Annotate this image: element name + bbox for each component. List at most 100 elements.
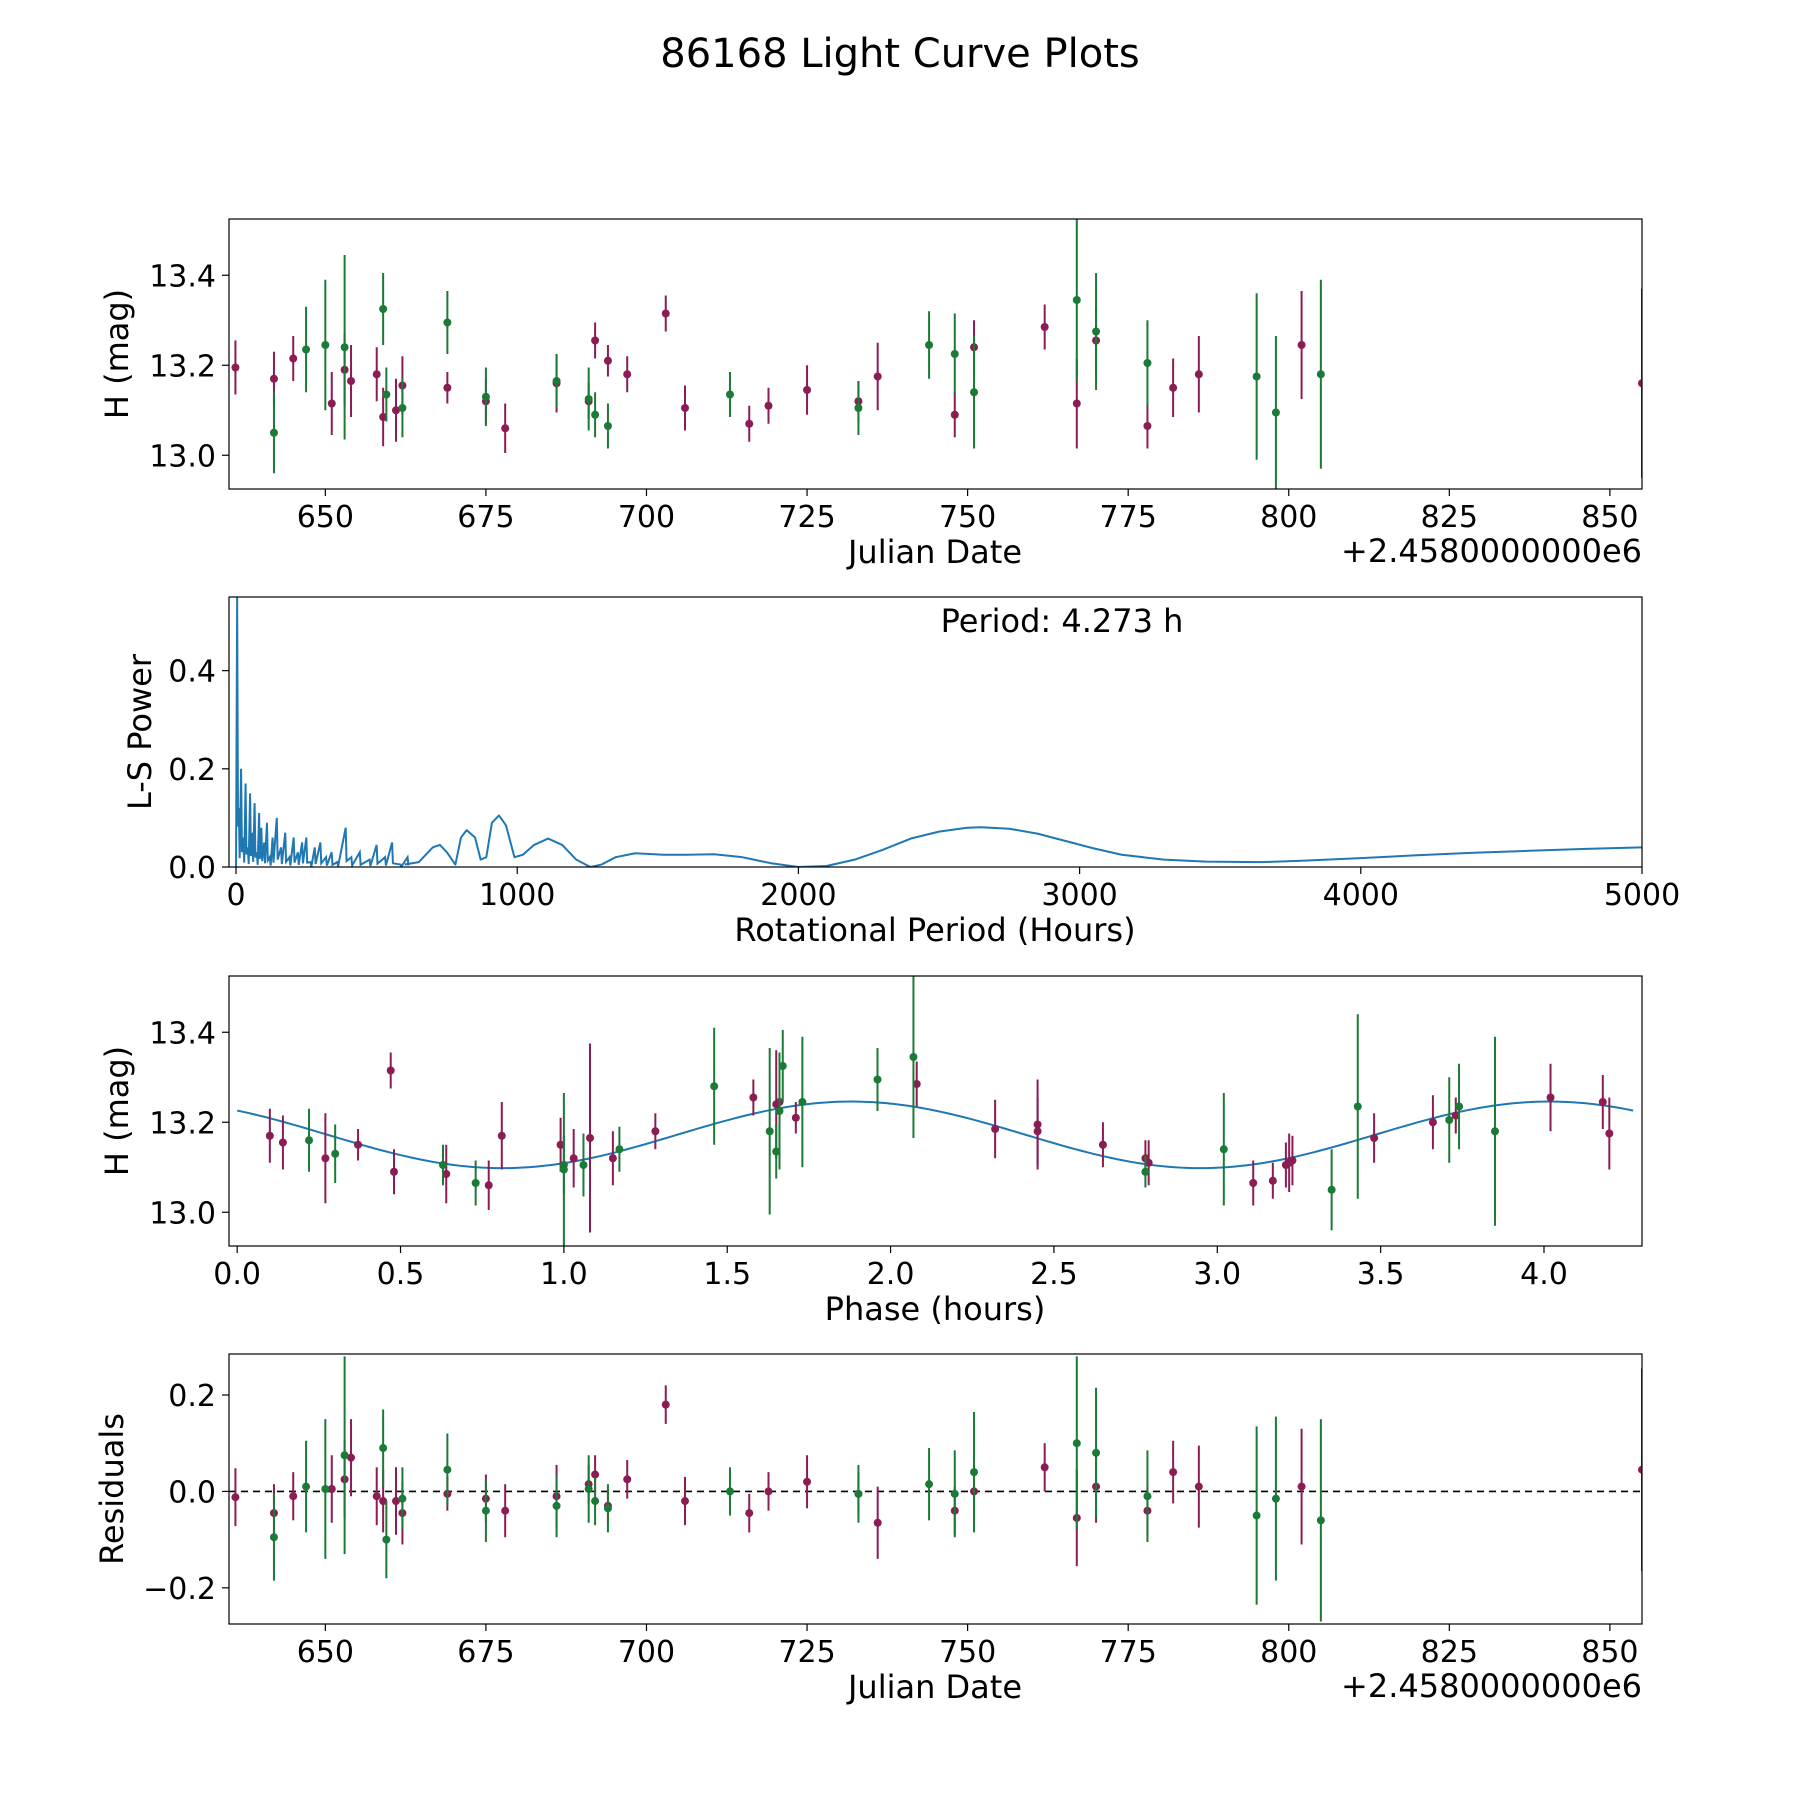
lightcurve-point	[591, 336, 600, 345]
residuals-xtick-label: 700	[618, 1635, 675, 1670]
residuals-point	[1040, 1463, 1049, 1472]
residuals-point	[623, 1475, 632, 1484]
phased-point	[305, 1136, 314, 1145]
phased-point	[608, 1154, 617, 1163]
phased-point	[1451, 1111, 1460, 1120]
lightcurve-point	[681, 404, 690, 412]
lightcurve-point	[501, 424, 510, 433]
lightcurve-point	[725, 390, 734, 399]
residuals-point	[803, 1477, 812, 1486]
lightcurve-point	[745, 419, 754, 428]
phased-point	[1249, 1179, 1258, 1187]
lightcurve-point	[1271, 408, 1280, 417]
residuals-point	[1143, 1492, 1152, 1501]
phased-point	[909, 1053, 918, 1061]
phased-point	[1288, 1156, 1297, 1165]
lightcurve-point	[584, 395, 593, 403]
lightcurve-point	[552, 377, 561, 385]
residuals-xlabel: Julian Date	[846, 1668, 1022, 1706]
periodogram-ytick-label: 0.4	[168, 655, 216, 690]
residuals-offset-label: +2.4580000000e6	[1341, 1667, 1642, 1705]
residuals-xtick-label: 675	[457, 1635, 514, 1670]
lightcurve-point	[854, 404, 863, 412]
phased-ytick-label: 13.2	[149, 1106, 216, 1141]
phased-point	[991, 1125, 1000, 1133]
residuals-point	[347, 1453, 356, 1462]
residuals-panel: 650 675 700 725 750 775 800 825 850 −0.2 0.0 0.2 Ju…	[93, 1353, 1643, 1706]
phased-point	[772, 1147, 781, 1156]
lightcurve-point	[970, 388, 979, 397]
lightcurve-point	[1194, 370, 1203, 379]
lightcurve-ytick-label: 13.0	[149, 439, 216, 474]
lightcurve-xlabel: Julian Date	[846, 533, 1022, 571]
lightcurve-point	[603, 356, 612, 365]
lightcurve-axes-frame	[228, 218, 1643, 490]
phased-xtick-label: 2.5	[1030, 1257, 1078, 1292]
lightcurve-point	[1316, 370, 1325, 379]
phased-ytick-label: 13.4	[149, 1016, 216, 1051]
residuals-point	[501, 1506, 510, 1515]
residuals-point	[661, 1400, 670, 1409]
lightcurve-point	[289, 354, 298, 363]
residuals-xtick-label: 775	[1100, 1635, 1157, 1670]
residuals-point	[269, 1533, 278, 1542]
lightcurve-point	[1092, 327, 1101, 336]
lightcurve-point	[661, 309, 670, 318]
lightcurve-point	[803, 386, 812, 394]
periodogram-spikes	[235, 597, 410, 867]
lightcurve-ytick-label: 13.4	[149, 259, 216, 294]
phased-point	[1033, 1127, 1042, 1136]
residuals-xtick-label: 750	[939, 1635, 996, 1670]
phased-xtick-label: 0.0	[213, 1257, 261, 1292]
phased-xtick-label: 3.5	[1357, 1257, 1405, 1292]
phased-point	[438, 1161, 447, 1169]
residuals-point	[1072, 1439, 1081, 1448]
phased-point	[912, 1080, 921, 1088]
lightcurve-point	[950, 410, 959, 419]
phased-point	[556, 1140, 565, 1149]
lightcurve-point	[379, 305, 388, 313]
residuals-point	[302, 1482, 311, 1491]
lightcurve-point	[391, 406, 400, 415]
periodogram-ytick-label: 0.2	[168, 753, 216, 788]
phased-xtick-label: 4.0	[1520, 1257, 1568, 1292]
residuals-point	[481, 1506, 490, 1515]
lightcurve-xtick-label: 675	[457, 500, 514, 535]
phased-xlabel: Phase (hours)	[825, 1290, 1046, 1328]
residuals-xtick-label: 800	[1260, 1635, 1317, 1670]
residuals-point	[603, 1504, 612, 1513]
phased-panel: 0.0 0.5 1.0 1.5 2.0 2.5 3.0 3.5 4.013.013.213.4 …	[98, 975, 1643, 1328]
residuals-point	[745, 1509, 754, 1518]
phased-point	[791, 1113, 800, 1122]
phased-point	[1455, 1102, 1464, 1111]
lightcurve-point	[925, 341, 934, 349]
phased-point	[354, 1140, 363, 1149]
periodogram-annotation: Period: 4.273 h	[941, 602, 1184, 640]
lightcurve-point	[1143, 422, 1152, 430]
residuals-point	[1271, 1494, 1280, 1503]
residuals-point	[231, 1493, 240, 1502]
phased-point	[331, 1149, 340, 1158]
phased-point	[442, 1170, 451, 1178]
periodogram-xtick-label: 1000	[479, 878, 555, 913]
residuals-xtick-label: 650	[297, 1635, 354, 1670]
lightcurve-point	[1638, 379, 1642, 388]
lightcurve-xtick-label: 775	[1100, 500, 1157, 535]
phased-point	[1605, 1129, 1614, 1138]
lightcurve-point	[302, 345, 311, 354]
periodogram-curve	[404, 814, 1642, 867]
phased-point	[1598, 1098, 1607, 1106]
residuals-point	[925, 1480, 934, 1489]
residuals-point	[591, 1470, 600, 1479]
residuals-point	[379, 1497, 388, 1506]
phased-point	[765, 1127, 774, 1136]
residuals-point	[1194, 1482, 1203, 1491]
residuals-point	[681, 1497, 690, 1506]
phased-point	[1428, 1118, 1437, 1127]
phased-point	[586, 1134, 595, 1142]
residuals-point	[398, 1494, 407, 1503]
lightcurve-point	[231, 363, 240, 372]
lightcurve-point	[269, 428, 278, 437]
phased-ylabel: H (mag)	[98, 1046, 136, 1176]
